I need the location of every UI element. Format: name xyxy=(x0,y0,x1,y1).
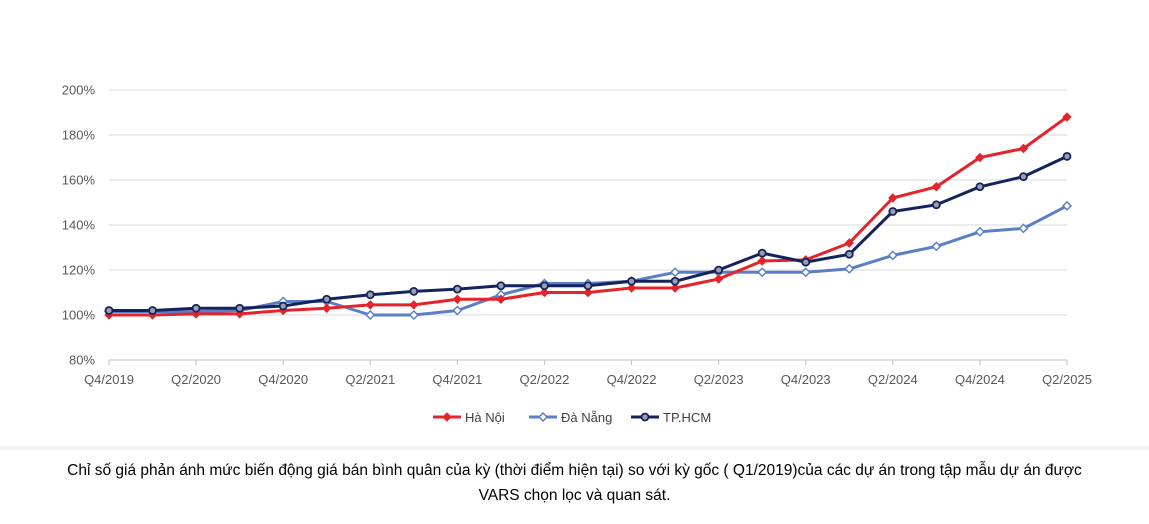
data-point xyxy=(931,200,941,210)
data-point xyxy=(452,294,463,304)
x-tick-label: Q2/2022 xyxy=(520,372,570,387)
data-point xyxy=(537,411,549,423)
chart-caption: Chỉ số giá phản ánh mức biến động giá bá… xyxy=(0,458,1149,508)
legend-label: Hà Nội xyxy=(465,410,505,425)
data-point xyxy=(975,152,985,163)
legend-label: Đà Nẵng xyxy=(561,410,612,425)
line-chart: 80% 100% 120% 140% 160% 180% 200% Q4/2019 Q2/202… xyxy=(62,83,1092,426)
data-point xyxy=(365,309,376,321)
x-tick-label: Q4/2022 xyxy=(607,372,657,387)
data-point xyxy=(844,263,855,274)
data-point xyxy=(670,267,681,278)
data-point xyxy=(1018,223,1029,234)
x-tick-label: Q2/2020 xyxy=(171,372,221,387)
data-point xyxy=(365,300,375,310)
data-point xyxy=(888,207,898,216)
data-point xyxy=(888,193,898,203)
data-point xyxy=(1018,143,1029,154)
data-point xyxy=(191,303,201,313)
y-tick-label: 160% xyxy=(62,173,96,188)
x-tick-label: Q4/2020 xyxy=(258,372,308,387)
x-tick-label: Q4/2021 xyxy=(432,372,482,387)
y-tick-label: 140% xyxy=(62,218,96,233)
data-point xyxy=(931,241,942,252)
y-tick-label: 180% xyxy=(62,128,96,143)
data-point xyxy=(1019,172,1028,182)
y-tick-label: 120% xyxy=(62,263,96,278)
data-point xyxy=(452,305,463,316)
x-tick-label: Q4/2024 xyxy=(955,372,1005,387)
data-point xyxy=(887,250,898,261)
data-point xyxy=(409,286,419,296)
data-point xyxy=(844,249,854,259)
data-point xyxy=(975,182,985,192)
data-point xyxy=(496,281,506,291)
data-point xyxy=(757,267,768,278)
data-point xyxy=(1061,200,1073,211)
data-point xyxy=(670,283,680,293)
y-tick-label: 200% xyxy=(62,83,96,98)
divider xyxy=(0,446,1149,450)
data-point xyxy=(713,274,724,284)
data-point xyxy=(442,412,452,422)
data-point xyxy=(148,306,157,315)
data-point xyxy=(757,256,767,266)
data-point xyxy=(583,281,593,291)
data-point xyxy=(540,281,549,291)
data-point xyxy=(539,287,550,298)
data-point xyxy=(714,265,724,275)
data-point xyxy=(801,257,811,267)
chart-canvas: 80% 100% 120% 140% 160% 180% 200% Q4/2019 Q2/202… xyxy=(62,83,1092,426)
data-point xyxy=(496,294,506,304)
x-tick-label: Q2/2024 xyxy=(868,372,918,387)
series-line xyxy=(109,204,1068,317)
data-point xyxy=(626,283,637,293)
data-point xyxy=(844,238,854,248)
x-tick-label: Q4/2019 xyxy=(84,372,134,387)
data-point xyxy=(365,290,375,300)
data-point xyxy=(1062,151,1072,161)
caption-line-2: VARS chọn lọc và quan sát. xyxy=(478,487,671,504)
data-point xyxy=(627,276,636,286)
y-tick-label: 80% xyxy=(69,353,95,368)
caption-line-1: Chỉ số giá phản ánh mức biến động giá bá… xyxy=(67,462,1082,479)
data-point xyxy=(757,248,767,258)
data-point xyxy=(974,226,985,237)
data-point xyxy=(670,276,680,286)
data-point xyxy=(800,267,811,278)
legend-label: TP.HCM xyxy=(663,410,711,425)
data-point xyxy=(409,300,419,310)
data-point xyxy=(104,306,114,315)
y-tick-label: 100% xyxy=(62,308,96,323)
data-point xyxy=(640,412,650,422)
data-point xyxy=(452,284,462,294)
data-point xyxy=(322,303,332,313)
x-tick-label: Q2/2023 xyxy=(694,372,744,387)
data-point xyxy=(583,287,593,298)
x-tick-label: Q4/2023 xyxy=(781,372,831,387)
data-point xyxy=(322,294,332,304)
data-point xyxy=(278,301,288,311)
data-point xyxy=(931,182,942,192)
x-tick-label: Q2/2025 xyxy=(1042,372,1092,387)
x-tick-label: Q2/2021 xyxy=(345,372,395,387)
data-point xyxy=(1062,112,1072,122)
data-point xyxy=(235,303,245,313)
data-point xyxy=(408,309,419,321)
